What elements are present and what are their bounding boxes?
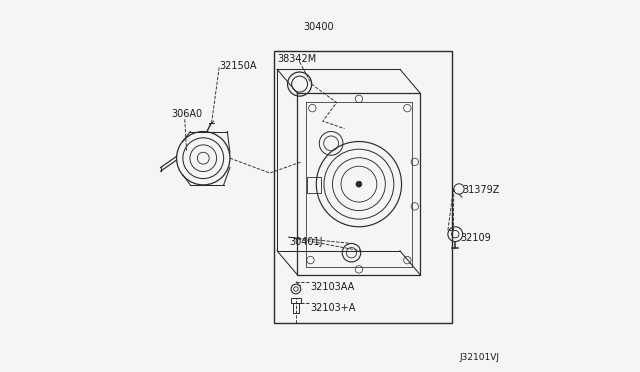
Text: 32103AA: 32103AA bbox=[311, 282, 355, 292]
Text: 30401J: 30401J bbox=[290, 237, 323, 247]
Text: 38342M: 38342M bbox=[277, 54, 317, 64]
Bar bbox=[274, 51, 452, 323]
Text: 32150A: 32150A bbox=[219, 61, 257, 71]
Text: 31379Z: 31379Z bbox=[463, 185, 500, 195]
Text: 32109: 32109 bbox=[460, 233, 491, 243]
Text: 306A0: 306A0 bbox=[172, 109, 203, 119]
Text: 30400: 30400 bbox=[303, 22, 334, 32]
Bar bbox=[307, 177, 321, 193]
Bar bbox=[291, 298, 301, 303]
Text: J32101VJ: J32101VJ bbox=[460, 353, 500, 362]
Text: 32103+A: 32103+A bbox=[311, 303, 356, 313]
Circle shape bbox=[356, 181, 362, 187]
Bar bbox=[292, 303, 300, 313]
